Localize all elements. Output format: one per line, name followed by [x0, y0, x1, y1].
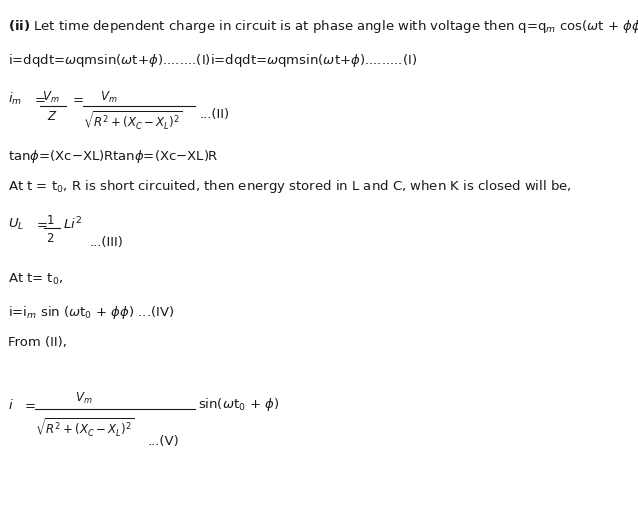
Text: $V_m$: $V_m$: [100, 90, 117, 105]
Text: $=$: $=$: [32, 92, 46, 105]
Text: tan$\phi$=(Xc$-$XL)Rtan$\phi$=(Xc$-$XL)R: tan$\phi$=(Xc$-$XL)Rtan$\phi$=(Xc$-$XL)R: [8, 148, 219, 165]
Text: $\mathbf{(ii)}$ Let time dependent charge in circuit is at phase angle with volt: $\mathbf{(ii)}$ Let time dependent charg…: [8, 18, 638, 35]
Text: $Z$: $Z$: [47, 110, 57, 123]
Text: sin($\omega$t$_0$ + $\phi$): sin($\omega$t$_0$ + $\phi$): [198, 395, 279, 413]
Text: From (II),: From (II),: [8, 335, 67, 348]
Text: $i_m$: $i_m$: [8, 91, 22, 107]
Text: ...(II): ...(II): [200, 108, 230, 121]
Text: $\sqrt{R^2+(X_C-X_L)^2}$: $\sqrt{R^2+(X_C-X_L)^2}$: [83, 110, 182, 132]
Text: $i$: $i$: [8, 397, 13, 411]
Text: $V_m$: $V_m$: [42, 90, 59, 105]
Text: $2$: $2$: [46, 232, 54, 244]
Text: $=$: $=$: [70, 92, 84, 105]
Text: $U_L$: $U_L$: [8, 216, 24, 231]
Text: i=dqdt=$\omega$qmsin($\omega$t+$\phi$)........(I)i=dqdt=$\omega$qmsin($\omega$t+: i=dqdt=$\omega$qmsin($\omega$t+$\phi$)..…: [8, 52, 417, 69]
Text: At t = t$_0$, R is short circuited, then energy stored in L and C, when K is clo: At t = t$_0$, R is short circuited, then…: [8, 178, 572, 194]
Text: i=i$_m$ sin ($\omega$t$_0$ + $\phi\phi$) ...(IV): i=i$_m$ sin ($\omega$t$_0$ + $\phi\phi$)…: [8, 303, 174, 320]
Text: $=$: $=$: [34, 217, 48, 230]
Text: $\sqrt{R^2+(X_C-X_L)^2}$: $\sqrt{R^2+(X_C-X_L)^2}$: [35, 416, 135, 439]
Text: $=$: $=$: [22, 398, 36, 411]
Text: $V_m$: $V_m$: [75, 390, 93, 405]
Text: ...(III): ...(III): [90, 236, 124, 248]
Text: $Li^2$: $Li^2$: [63, 215, 82, 232]
Text: At t= t$_0$,: At t= t$_0$,: [8, 271, 63, 287]
Text: ...(V): ...(V): [148, 434, 180, 447]
Text: $1$: $1$: [46, 214, 54, 227]
